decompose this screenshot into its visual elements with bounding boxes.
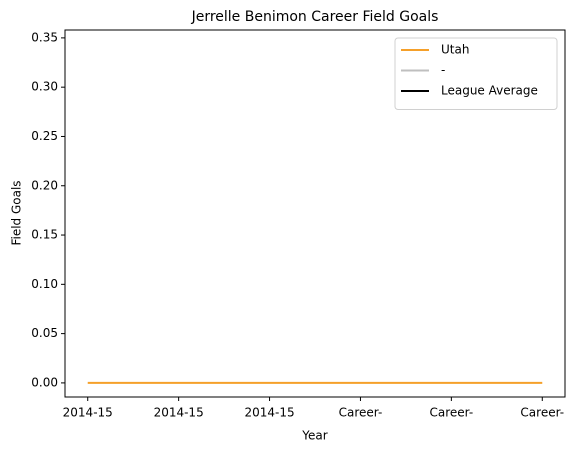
y-tick-label: 0.15 [31, 228, 58, 242]
x-tick-label: 2014-15 [154, 406, 204, 420]
legend-label: - [441, 63, 445, 77]
x-tick-label: 2014-15 [244, 406, 294, 420]
x-tick-label: Career- [339, 406, 383, 420]
legend-label: Utah [441, 43, 469, 57]
x-axis-label: Year [301, 429, 327, 443]
y-tick-label: 0.35 [31, 30, 58, 44]
x-tick-label: Career- [430, 406, 474, 420]
y-tick-label: 0.20 [31, 178, 58, 192]
y-tick-label: 0.25 [31, 129, 58, 143]
legend-box [394, 37, 558, 110]
y-tick-label: 0.05 [31, 326, 58, 340]
y-tick-label: 0.00 [31, 375, 58, 389]
y-tick-label: 0.30 [31, 80, 58, 94]
chart-title: Jerrelle Benimon Career Field Goals [191, 9, 439, 25]
x-tick-label: Career- [520, 406, 564, 420]
x-tick-label: 2014-15 [63, 406, 113, 420]
legend-label: League Average [441, 84, 538, 98]
y-axis-label: Field Goals [10, 180, 24, 245]
y-tick-label: 0.10 [31, 277, 58, 291]
